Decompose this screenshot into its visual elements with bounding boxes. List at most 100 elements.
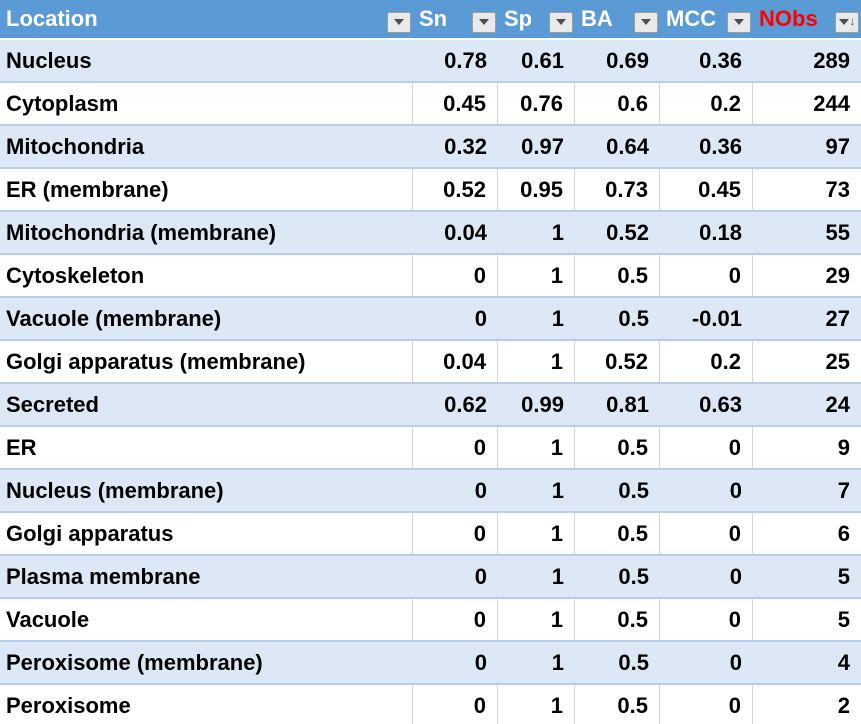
cell-location[interactable]: Vacuole — [0, 599, 413, 640]
cell-ba[interactable]: 0.5 — [618, 305, 649, 331]
cell-nobs[interactable]: 24 — [825, 391, 850, 417]
cell-mcc[interactable]: 0 — [729, 649, 742, 675]
cell-sn[interactable]: 0.62 — [444, 391, 487, 417]
cell-sp[interactable]: 1 — [498, 513, 575, 554]
cell-location[interactable]: Nucleus (membrane) — [6, 477, 224, 503]
cell-mcc[interactable]: -0.01 — [691, 305, 742, 331]
filter-dropdown-ba[interactable] — [634, 11, 658, 33]
filter-dropdown-mcc[interactable] — [727, 11, 751, 33]
cell-ba[interactable]: 0.81 — [606, 391, 649, 417]
cell-ba[interactable]: 0.6 — [575, 83, 660, 124]
cell-mcc[interactable]: 0 — [660, 427, 753, 468]
cell-ba[interactable]: 0.52 — [575, 341, 660, 382]
cell-nobs[interactable]: 4 — [837, 649, 850, 675]
cell-nobs[interactable]: 2 — [837, 692, 850, 718]
cell-sp[interactable]: 0.99 — [521, 391, 564, 417]
cell-nobs[interactable]: 7 — [837, 477, 850, 503]
cell-sn[interactable]: 0.78 — [444, 47, 487, 73]
cell-location[interactable]: Nucleus — [6, 47, 92, 73]
cell-location[interactable]: Cytoplasm — [0, 83, 413, 124]
cell-ba[interactable]: 0.5 — [575, 599, 660, 640]
filter-dropdown-location[interactable] — [387, 11, 411, 33]
cell-ba[interactable]: 0.69 — [606, 47, 649, 73]
cell-mcc[interactable]: 0.36 — [699, 47, 742, 73]
cell-ba[interactable]: 0.64 — [606, 133, 649, 159]
cell-ba[interactable]: 0.52 — [606, 219, 649, 245]
cell-sn[interactable]: 0.04 — [444, 219, 487, 245]
cell-mcc[interactable]: 0 — [729, 563, 742, 589]
cell-sp[interactable]: 1 — [498, 599, 575, 640]
cell-sn[interactable]: 0 — [474, 477, 487, 503]
cell-location[interactable]: Golgi apparatus (membrane) — [0, 341, 413, 382]
cell-ba[interactable]: 0.73 — [575, 169, 660, 210]
cell-sp[interactable]: 0.97 — [521, 133, 564, 159]
cell-location[interactable]: Peroxisome (membrane) — [6, 649, 263, 675]
cell-location[interactable]: Plasma membrane — [6, 563, 201, 589]
cell-sn[interactable]: 0 — [474, 649, 487, 675]
cell-ba[interactable]: 0.5 — [618, 563, 649, 589]
cell-nobs[interactable]: 97 — [825, 133, 850, 159]
cell-mcc[interactable]: 0.2 — [660, 83, 753, 124]
cell-ba[interactable]: 0.5 — [575, 255, 660, 296]
cell-mcc[interactable]: 0 — [660, 599, 753, 640]
cell-location[interactable]: Secreted — [6, 391, 99, 417]
cell-nobs[interactable]: 5 — [837, 563, 850, 589]
cell-sp[interactable]: 0.61 — [521, 47, 564, 73]
cell-sp[interactable]: 1 — [551, 563, 564, 589]
filter-dropdown-nobs-sorted-desc[interactable]: ↓ — [835, 11, 859, 33]
cell-sn[interactable]: 0 — [413, 427, 498, 468]
cell-sn[interactable]: 0.32 — [444, 133, 487, 159]
cell-ba[interactable]: 0.5 — [618, 649, 649, 675]
cell-nobs[interactable]: 29 — [825, 262, 850, 288]
cell-location[interactable]: Vacuole (membrane) — [6, 305, 222, 331]
filter-dropdown-sp[interactable] — [549, 11, 573, 33]
cell-location[interactable]: Mitochondria — [6, 133, 145, 159]
cell-nobs[interactable]: 289 — [813, 47, 850, 73]
cell-nobs[interactable]: 6 — [837, 520, 850, 546]
cell-sn[interactable]: 0.04 — [413, 341, 498, 382]
cell-sn[interactable]: 0 — [474, 563, 487, 589]
cell-location[interactable]: ER (membrane) — [0, 169, 413, 210]
cell-ba[interactable]: 0.5 — [618, 477, 649, 503]
cell-sn[interactable]: 0 — [474, 305, 487, 331]
cell-sp[interactable]: 1 — [551, 477, 564, 503]
cell-sp[interactable]: 1 — [498, 427, 575, 468]
cell-mcc[interactable]: 0 — [660, 513, 753, 554]
filter-dropdown-sn[interactable] — [472, 11, 496, 33]
cell-mcc[interactable]: 0.45 — [660, 169, 753, 210]
cell-nobs[interactable]: 73 — [825, 176, 850, 202]
cell-mcc[interactable]: 0.63 — [699, 391, 742, 417]
cell-mcc[interactable]: 0 — [660, 255, 753, 296]
cell-location[interactable]: Golgi apparatus — [0, 513, 413, 554]
cell-sn[interactable]: 0 — [413, 255, 498, 296]
cell-location[interactable]: ER — [0, 427, 413, 468]
cell-nobs[interactable]: 25 — [825, 348, 850, 374]
cell-nobs[interactable]: 244 — [813, 90, 850, 116]
cell-sp[interactable]: 0.76 — [498, 83, 575, 124]
cell-mcc[interactable]: 0.36 — [699, 133, 742, 159]
cell-location[interactable]: Mitochondria (membrane) — [6, 219, 277, 245]
cell-sp[interactable]: 1 — [498, 255, 575, 296]
cell-location[interactable]: Peroxisome — [0, 685, 413, 724]
cell-mcc[interactable]: 0.2 — [660, 341, 753, 382]
cell-sn[interactable]: 0.52 — [413, 169, 498, 210]
cell-ba[interactable]: 0.5 — [575, 513, 660, 554]
cell-mcc[interactable]: 0.18 — [699, 219, 742, 245]
cell-ba[interactable]: 0.5 — [575, 685, 660, 724]
cell-location[interactable]: Cytoskeleton — [0, 255, 413, 296]
cell-sp[interactable]: 0.95 — [498, 169, 575, 210]
cell-sp[interactable]: 1 — [551, 305, 564, 331]
cell-ba[interactable]: 0.5 — [575, 427, 660, 468]
cell-sn[interactable]: 0.45 — [413, 83, 498, 124]
cell-nobs[interactable]: 27 — [825, 305, 850, 331]
cell-nobs[interactable]: 55 — [825, 219, 850, 245]
cell-nobs[interactable]: 9 — [837, 434, 850, 460]
cell-sp[interactable]: 1 — [551, 219, 564, 245]
cell-sn[interactable]: 0 — [413, 513, 498, 554]
cell-sn[interactable]: 0 — [413, 599, 498, 640]
cell-sn[interactable]: 0 — [413, 685, 498, 724]
cell-sp[interactable]: 1 — [498, 685, 575, 724]
cell-mcc[interactable]: 0 — [660, 685, 753, 724]
cell-mcc[interactable]: 0 — [729, 477, 742, 503]
cell-nobs[interactable]: 5 — [837, 606, 850, 632]
